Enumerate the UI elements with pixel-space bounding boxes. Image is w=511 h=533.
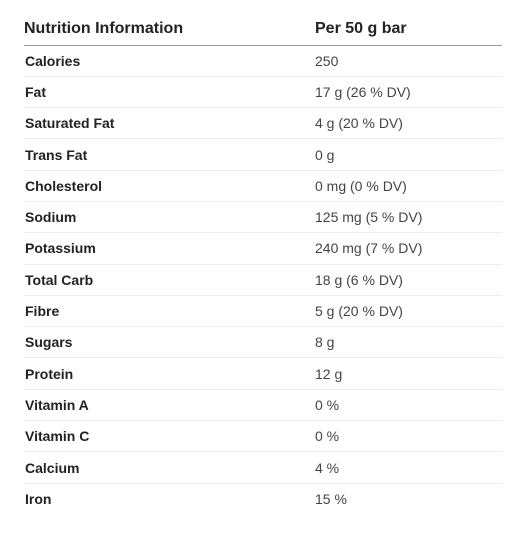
nutrient-label: Fat (25, 83, 46, 100)
nutrient-label: Vitamin A (25, 396, 89, 413)
table-row: Trans Fat 0 g (24, 139, 502, 171)
nutrient-value: 0 % (315, 428, 340, 445)
nutrient-value: 17 g (26 % DV) (315, 83, 411, 100)
nutrient-value: 4 g (20 % DV) (315, 115, 403, 132)
table-row: Vitamin A 0 % (24, 389, 502, 421)
table-row: Sugars 8 g (24, 327, 502, 358)
nutrient-value: 250 (315, 52, 339, 69)
table-row: Calories 250 (24, 45, 502, 77)
table-row: Iron 15 % (24, 483, 502, 514)
table-row: Calcium 4 % (24, 452, 502, 484)
nutrient-label: Sodium (25, 209, 77, 226)
nutrient-value: 0 g (315, 146, 335, 163)
table-row: Protein 12 g (24, 358, 502, 390)
nutrient-value: 5 g (20 % DV) (315, 303, 403, 320)
table-row: Fibre 5 g (20 % DV) (24, 295, 502, 327)
nutrient-value: 240 mg (7 % DV) (315, 240, 423, 257)
nutrient-value: 4 % (315, 459, 340, 476)
nutrient-label: Sugars (25, 334, 73, 351)
table-row: Saturated Fat 4 g (20 % DV) (24, 108, 502, 139)
nutrient-value: 125 mg (5 % DV) (315, 209, 423, 226)
nutrition-table: Nutrition Information Per 50 g bar Calor… (24, 14, 502, 514)
nutrient-label: Cholesterol (25, 177, 103, 194)
nutrient-label: Protein (25, 365, 74, 382)
nutrient-label: Calories (25, 52, 81, 69)
nutrient-value: 8 g (315, 334, 335, 351)
header-amount: Per 50 g bar (315, 20, 407, 38)
nutrient-label: Iron (25, 491, 52, 508)
nutrient-label: Potassium (25, 240, 96, 257)
header-nutrient: Nutrition Information (24, 20, 184, 38)
nutrient-value: 18 g (6 % DV) (315, 271, 403, 288)
table-row: Fat 17 g (26 % DV) (24, 76, 502, 108)
nutrient-label: Calcium (25, 459, 80, 476)
table-header-row: Nutrition Information Per 50 g bar (24, 14, 502, 45)
nutrient-label: Fibre (25, 303, 60, 320)
nutrient-label: Total Carb (25, 271, 94, 288)
table-row: Total Carb 18 g (6 % DV) (24, 264, 502, 296)
nutrient-value: 15 % (315, 491, 347, 508)
nutrient-label: Trans Fat (25, 146, 88, 163)
nutrient-label: Saturated Fat (25, 115, 115, 132)
nutrient-value: 0 mg (0 % DV) (315, 177, 407, 194)
table-row: Potassium 240 mg (7 % DV) (24, 233, 502, 265)
table-row: Cholesterol 0 mg (0 % DV) (24, 170, 502, 202)
nutrient-value: 0 % (315, 396, 340, 413)
table-row: Vitamin C 0 % (24, 421, 502, 452)
nutrient-label: Vitamin C (25, 428, 90, 445)
table-row: Sodium 125 mg (5 % DV) (24, 201, 502, 233)
nutrient-value: 12 g (315, 365, 343, 382)
